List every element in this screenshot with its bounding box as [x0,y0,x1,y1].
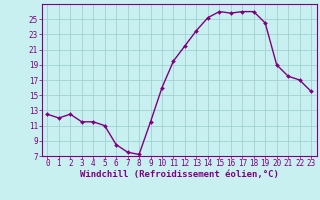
X-axis label: Windchill (Refroidissement éolien,°C): Windchill (Refroidissement éolien,°C) [80,170,279,179]
